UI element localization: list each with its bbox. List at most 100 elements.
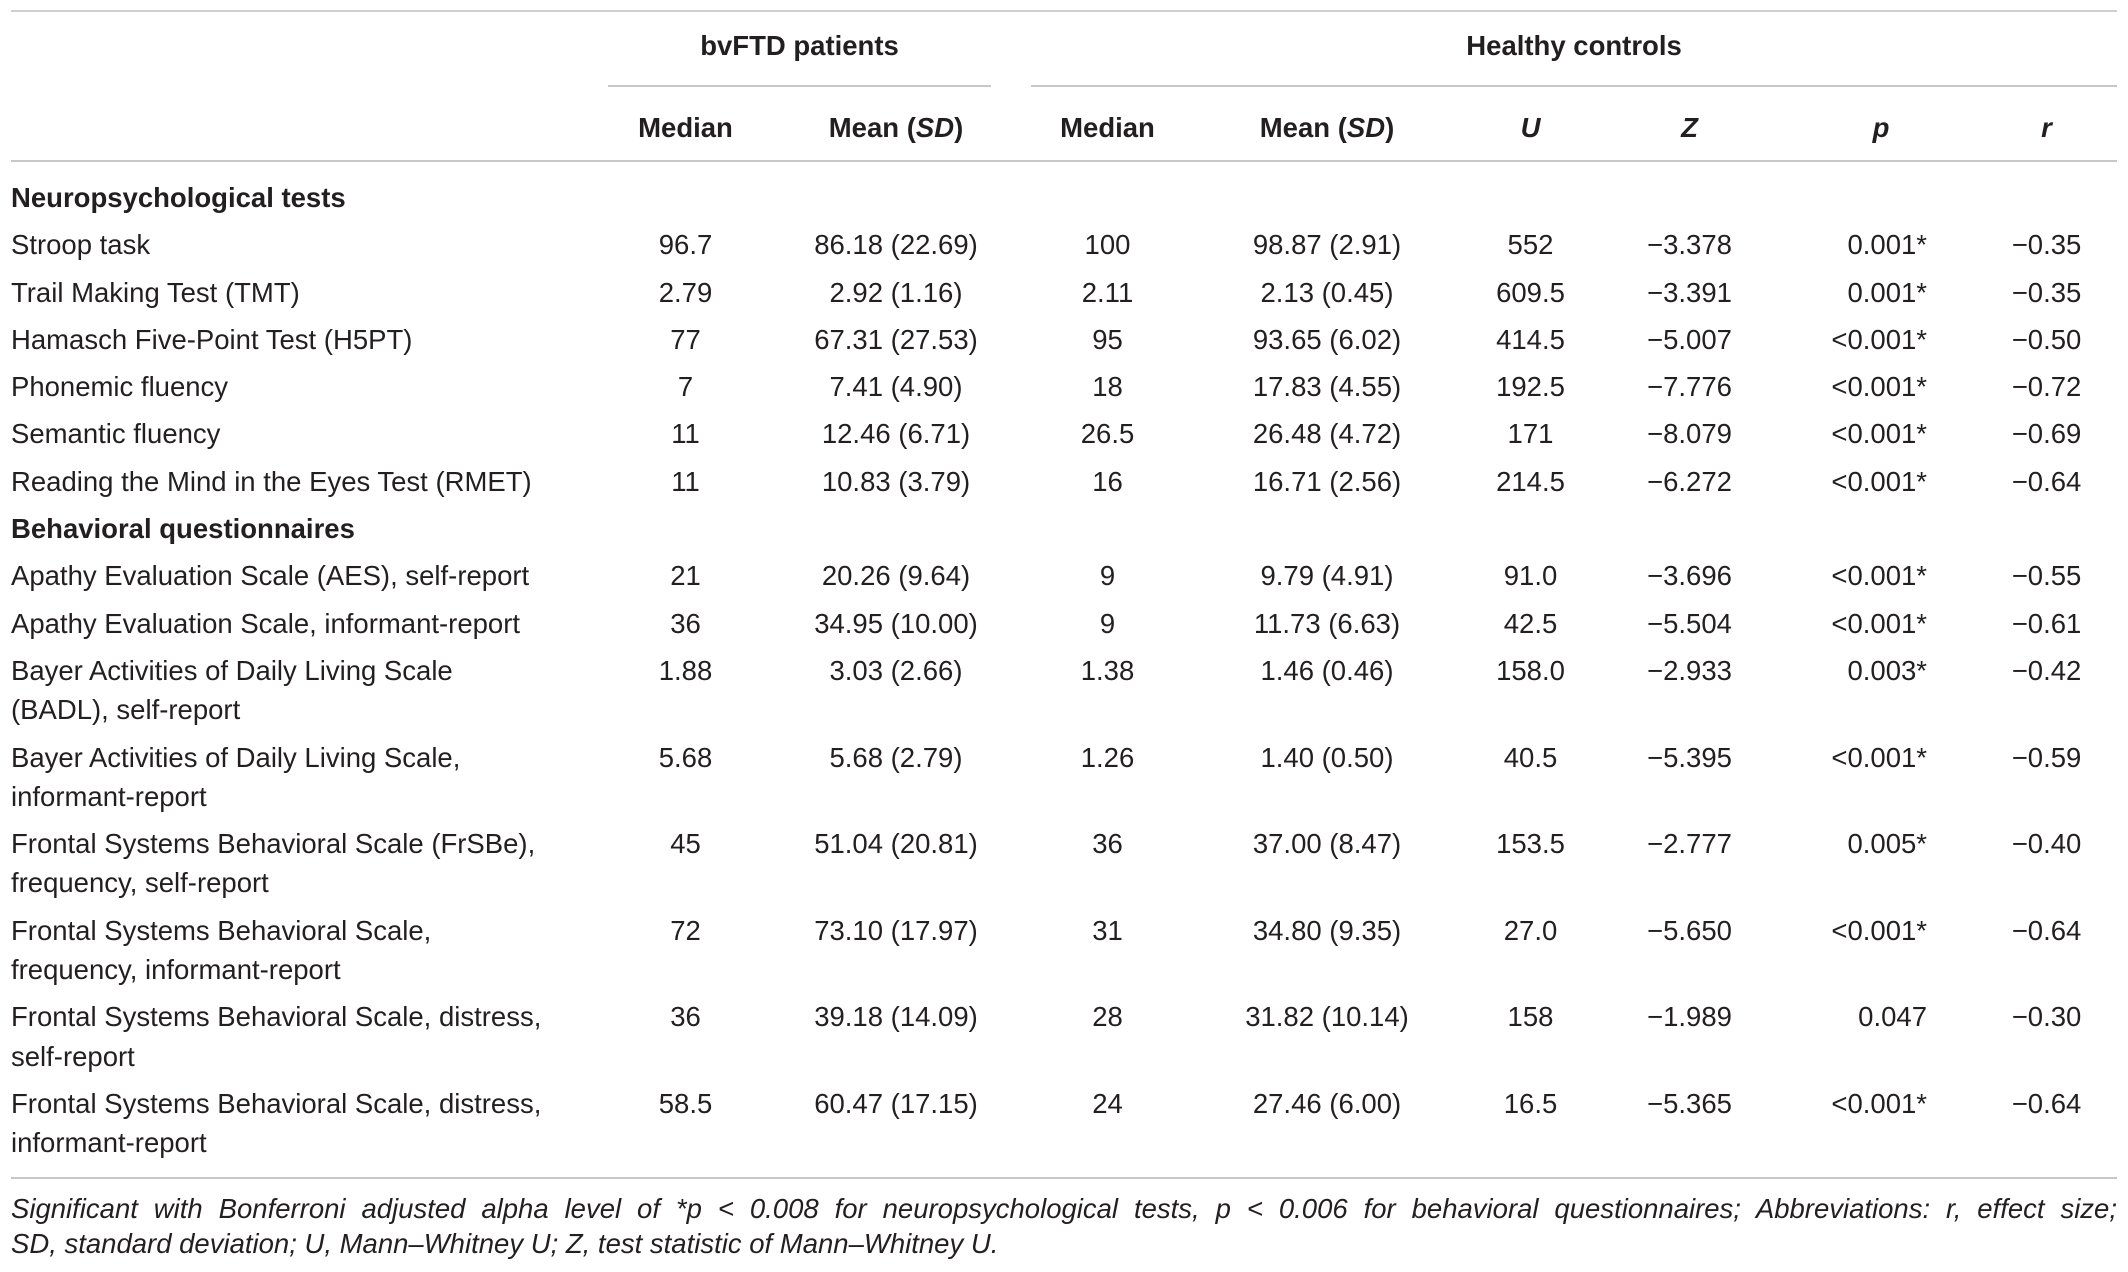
cell-r: −0.35 <box>2011 229 2082 261</box>
cell-controls-mean-sd: 37.00 (8.47) <box>1252 828 1402 860</box>
cell-u: 414.5 <box>1496 323 1565 355</box>
cell-z: −2.777 <box>1647 828 1732 860</box>
mean-suffix: ) <box>954 112 964 143</box>
cell-r: −0.69 <box>2011 418 2082 450</box>
cell-u: 192.5 <box>1496 371 1565 403</box>
column-header-z: Z <box>1593 87 1786 162</box>
cell-r: −0.59 <box>2011 741 2082 773</box>
cell-controls-mean-sd: 34.80 (9.35) <box>1252 914 1402 946</box>
cell-label: Bayer Activities of Daily Living Scale (… <box>11 647 608 734</box>
cell-bvftd-median: 72 <box>670 914 701 946</box>
cell-r: −0.64 <box>1976 1080 2118 1179</box>
group-header-controls-label: Healthy controls <box>1031 12 2118 87</box>
row-badl-self-report: Bayer Activities of Daily Living Scale (… <box>11 647 2117 734</box>
cell-controls-mean-sd: 1.40 (0.50) <box>1260 741 1394 773</box>
cell-z: −3.378 <box>1647 229 1732 261</box>
cell-u: 16.5 <box>1468 1080 1593 1179</box>
cell-p: <0.001* <box>1831 741 1927 773</box>
cell-label: Reading the Mind in the Eyes Test (RMET) <box>11 465 532 497</box>
cell-r: −0.64 <box>2011 465 2082 497</box>
row-badl-informant-report: Bayer Activities of Daily Living Scale, … <box>11 734 2117 821</box>
column-header-u: U <box>1468 87 1593 162</box>
cell-label: Hamasch Five-Point Test (H5PT) <box>11 323 413 355</box>
cell-r: −0.72 <box>2011 371 2082 403</box>
row-aes-self-report: Apathy Evaluation Scale (AES), self-repo… <box>11 552 2117 599</box>
cell-bvftd-mean-sd: 51.04 (20.81) <box>814 828 978 860</box>
cell-controls-mean-sd: 11.73 (6.63) <box>1253 607 1401 639</box>
cell-label-line: Bayer Activities of Daily Living Scale <box>11 654 453 686</box>
cell-label: Apathy Evaluation Scale, informant-repor… <box>11 607 521 639</box>
cell-p: <0.001* <box>1831 914 1927 946</box>
row-phonemic-fluency: Phonemic fluency 7 7.41 (4.90) 18 17.83 … <box>11 363 2117 410</box>
cell-controls-median: 100 <box>1084 229 1131 261</box>
results-table: bvFTD patients Healthy controls Median M… <box>11 10 2118 1179</box>
cell-z: −7.776 <box>1647 371 1732 403</box>
cell-u: 27.0 <box>1503 914 1558 946</box>
cell-z: −2.933 <box>1647 654 1732 686</box>
cell-bvftd-median: 45 <box>670 828 701 860</box>
cell-r: −0.30 <box>2011 1001 2082 1033</box>
cell-u: 214.5 <box>1496 465 1565 497</box>
row-frsbe-distress-self-report: Frontal Systems Behavioral Scale, distre… <box>11 993 2117 1080</box>
cell-label: Bayer Activities of Daily Living Scale, … <box>11 734 608 821</box>
cell-controls-mean-sd: 17.83 (4.55) <box>1252 371 1402 403</box>
row-stroop-task: Stroop task 96.7 86.18 (22.69) 100 98.87… <box>11 221 2117 268</box>
cell-controls-median: 16 <box>1092 465 1123 497</box>
cell-p: <0.001* <box>1831 607 1927 639</box>
cell-controls-median: 9 <box>1099 560 1116 592</box>
row-rmet: Reading the Mind in the Eyes Test (RMET)… <box>11 458 2117 505</box>
cell-p: <0.001* <box>1831 418 1927 450</box>
cell-u: 552 <box>1507 229 1554 261</box>
cell-label-line: Frontal Systems Behavioral Scale (FrSBe)… <box>11 828 536 860</box>
cell-controls-mean-sd: 27.46 (6.00) <box>1186 1080 1468 1179</box>
cell-bvftd-median: 36 <box>670 607 701 639</box>
cell-controls-median: 31 <box>1092 914 1123 946</box>
row-trail-making-test: Trail Making Test (TMT) 2.79 2.92 (1.16)… <box>11 269 2117 316</box>
group-header-empty <box>11 12 608 87</box>
column-header-mean-sd-controls: Mean (SD) <box>1186 87 1468 162</box>
cell-bvftd-mean-sd: 12.46 (6.71) <box>821 418 971 450</box>
cell-z: −6.272 <box>1647 465 1732 497</box>
cell-p: 0.001* <box>1847 276 1927 308</box>
cell-label: Frontal Systems Behavioral Scale, distre… <box>11 1080 608 1179</box>
cell-r: −0.42 <box>2011 654 2082 686</box>
cell-bvftd-mean-sd: 3.03 (2.66) <box>829 654 963 686</box>
cell-p: <0.001* <box>1831 560 1927 592</box>
cell-bvftd-mean-sd: 67.31 (27.53) <box>814 323 978 355</box>
cell-controls-median: 18 <box>1092 371 1123 403</box>
row-semantic-fluency: Semantic fluency 11 12.46 (6.71) 26.5 26… <box>11 410 2117 457</box>
cell-bvftd-mean-sd: 60.47 (17.15) <box>763 1080 1029 1179</box>
cell-label: Frontal Systems Behavioral Scale (FrSBe)… <box>11 820 608 907</box>
cell-p: 0.005* <box>1847 828 1927 860</box>
column-header-median-bvftd: Median <box>608 87 763 162</box>
cell-label: Trail Making Test (TMT) <box>11 276 300 308</box>
mean-label: Mean ( <box>1259 112 1347 143</box>
cell-controls-mean-sd: 1.46 (0.46) <box>1260 654 1394 686</box>
cell-z: −3.391 <box>1647 276 1732 308</box>
cell-label-line: frequency, informant-report <box>11 954 341 986</box>
cell-bvftd-mean-sd: 2.92 (1.16) <box>829 276 963 308</box>
cell-label: Semantic fluency <box>11 418 221 450</box>
cell-bvftd-mean-sd: 10.83 (3.79) <box>821 465 971 497</box>
cell-label: Phonemic fluency <box>11 371 229 403</box>
group-header-row: bvFTD patients Healthy controls <box>11 12 2118 87</box>
cell-z: −5.650 <box>1647 914 1732 946</box>
cell-controls-mean-sd: 9.79 (4.91) <box>1260 560 1394 592</box>
cell-u: 91.0 <box>1503 560 1558 592</box>
column-header-median-controls: Median <box>1029 87 1186 162</box>
cell-u: 158 <box>1507 1001 1554 1033</box>
cell-bvftd-median: 58.5 <box>608 1080 763 1179</box>
table-footnote: Significant with Bonferroni adjusted alp… <box>11 1179 2117 1261</box>
cell-bvftd-median: 11 <box>671 465 700 497</box>
cell-controls-mean-sd: 31.82 (10.14) <box>1245 1001 1409 1033</box>
cell-controls-median: 2.11 <box>1081 276 1134 308</box>
cell-label-line: Bayer Activities of Daily Living Scale, <box>11 741 461 773</box>
cell-z: −5.007 <box>1647 323 1732 355</box>
cell-z: −3.696 <box>1647 560 1732 592</box>
section-header-neuropsychological: Neuropsychological tests <box>11 162 2117 221</box>
cell-controls-median: 95 <box>1092 323 1123 355</box>
column-header-r: r <box>1976 87 2118 162</box>
cell-controls-median: 26.5 <box>1080 418 1135 450</box>
cell-controls-mean-sd: 16.71 (2.56) <box>1252 465 1402 497</box>
cell-bvftd-median: 2.79 <box>658 276 713 308</box>
